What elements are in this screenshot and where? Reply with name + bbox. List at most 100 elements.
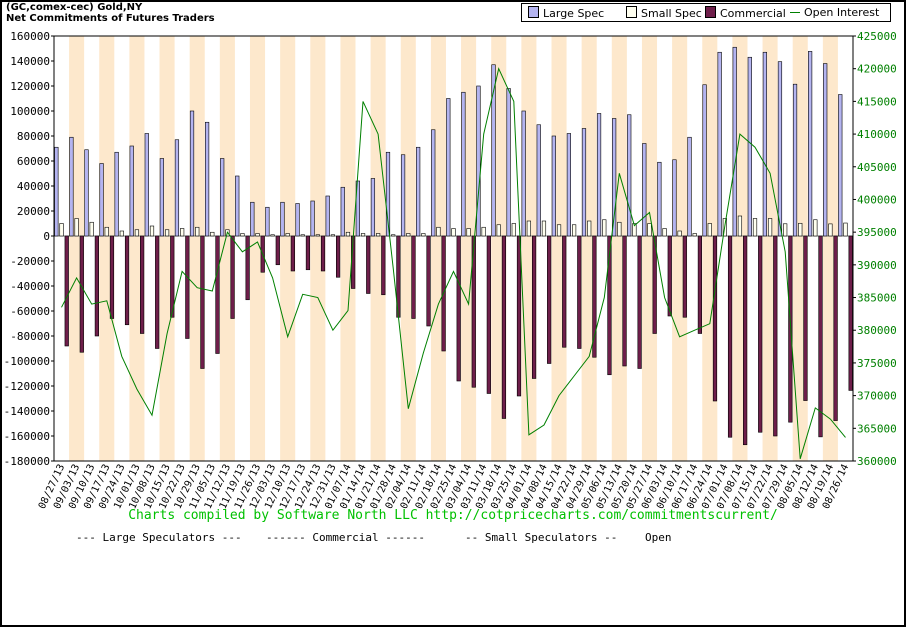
left-tick-label: 160000 — [10, 30, 50, 43]
large-spec-bar — [536, 124, 541, 237]
large-spec-bar — [521, 110, 526, 237]
commercial-bar — [667, 235, 672, 317]
small-spec-bar — [360, 233, 366, 237]
commercial-bar — [64, 235, 69, 347]
small-spec-bar — [270, 234, 275, 237]
commercial-bar — [94, 235, 99, 337]
right-tick-label: 405000 — [857, 161, 897, 174]
large-spec-bar — [235, 175, 240, 237]
small-spec-bar — [240, 233, 245, 237]
left-tick-label: 60000 — [17, 155, 50, 168]
commercial-bar — [727, 235, 733, 438]
chart-title: (GC,comex-cec) Gold,NY — [6, 2, 143, 13]
commercial-bar — [109, 235, 115, 319]
left-tick-label: -40000 — [10, 280, 50, 293]
large-spec-bar — [672, 159, 677, 237]
large-spec-bar — [400, 154, 406, 237]
commercial-bar — [200, 235, 205, 369]
commercial-bar — [652, 235, 657, 334]
header-small-speculators: -- Small Speculators -- — [465, 531, 618, 544]
legend-label-open-interest: Open Interest — [804, 6, 880, 19]
small-spec-bar — [677, 230, 682, 237]
small-spec-bar — [300, 234, 305, 237]
large-spec-bar — [823, 63, 828, 237]
commercial-bar — [577, 235, 582, 349]
commercial-bar — [682, 235, 687, 318]
small-spec-bar — [602, 219, 607, 237]
right-tick-label: 360000 — [857, 455, 897, 468]
small-spec-bar — [647, 223, 652, 237]
large-spec-bar — [792, 83, 798, 237]
small-spec-bar — [843, 222, 848, 237]
small-spec-bar — [210, 231, 215, 237]
large-spec-bar — [174, 139, 180, 237]
legend-large-spec: Large Spec — [528, 6, 604, 20]
commercial-bar — [381, 235, 386, 296]
legend: Large Spec Small Spec Commercial Open In… — [521, 3, 891, 22]
right-tick-label: 365000 — [857, 422, 897, 435]
large-spec-bar — [84, 149, 89, 237]
chart-plot: 160000 140000 120000 100000 80000 60000 40000 2… — [4, 30, 897, 510]
small-spec-bar — [119, 230, 124, 237]
small-spec-bar — [767, 218, 773, 237]
band-stripe — [99, 36, 115, 461]
small-spec-bar — [496, 224, 501, 237]
left-tick-label: -100000 — [4, 355, 50, 368]
commercial-bar — [320, 235, 326, 272]
large-spec-bar — [476, 85, 481, 237]
band-stripe — [641, 36, 658, 461]
large-spec-bar — [159, 158, 164, 237]
right-tick-label: 375000 — [857, 357, 897, 370]
commercial-bar — [275, 235, 280, 266]
commercial-bar — [607, 235, 612, 376]
small-spec-bar — [556, 224, 562, 237]
commercial-bar — [155, 235, 160, 349]
large-spec-bar — [596, 113, 602, 237]
left-tick-label: 40000 — [17, 180, 50, 193]
legend-small-spec: Small Spec — [626, 6, 702, 20]
large-spec-bar — [612, 118, 617, 237]
band-stripe — [219, 36, 235, 461]
commercial-bar — [637, 235, 642, 369]
band-stripe — [400, 36, 416, 461]
small-spec-bar — [798, 222, 803, 237]
small-spec-bar — [571, 224, 577, 237]
small-spec-bar — [783, 223, 788, 237]
left-tick-label: -160000 — [4, 430, 50, 443]
commercial-bar — [411, 235, 416, 319]
large-spec-bar — [129, 145, 134, 237]
large-spec-bar — [808, 51, 813, 237]
band-stripe — [310, 36, 326, 461]
commercial-bar — [743, 235, 748, 446]
small-spec-bar — [828, 223, 833, 237]
commercial-bar — [818, 235, 823, 438]
small-spec-bar — [330, 234, 336, 237]
large-spec-bar — [431, 129, 436, 237]
small-spec-bar — [376, 233, 381, 237]
commercial-bar — [170, 235, 175, 318]
large-spec-bar — [642, 143, 647, 237]
small-spec-bar — [255, 233, 260, 237]
left-tick-label: 20000 — [17, 205, 50, 218]
legend-swatch-open-interest — [790, 12, 800, 13]
commercial-bar — [124, 235, 130, 326]
small-spec-bar — [617, 221, 622, 237]
left-tick-label: 120000 — [10, 80, 50, 93]
small-spec-bar — [692, 233, 697, 237]
large-spec-bar — [627, 114, 632, 237]
legend-open-interest: Open Interest — [790, 6, 879, 19]
large-spec-bar — [325, 195, 330, 237]
small-spec-bar — [526, 220, 531, 237]
commercial-bar — [501, 235, 507, 419]
large-spec-bar — [265, 206, 270, 237]
large-spec-bar — [657, 161, 662, 237]
large-spec-bar — [687, 136, 692, 237]
right-tick-label: 380000 — [857, 324, 897, 337]
band-stripe — [129, 36, 145, 461]
band-stripe — [280, 36, 296, 461]
small-spec-bar — [436, 226, 441, 237]
commercial-bar — [547, 235, 552, 364]
left-tick-label: 140000 — [10, 55, 50, 68]
right-tick-label: 400000 — [857, 193, 897, 206]
large-spec-bar — [461, 91, 466, 237]
